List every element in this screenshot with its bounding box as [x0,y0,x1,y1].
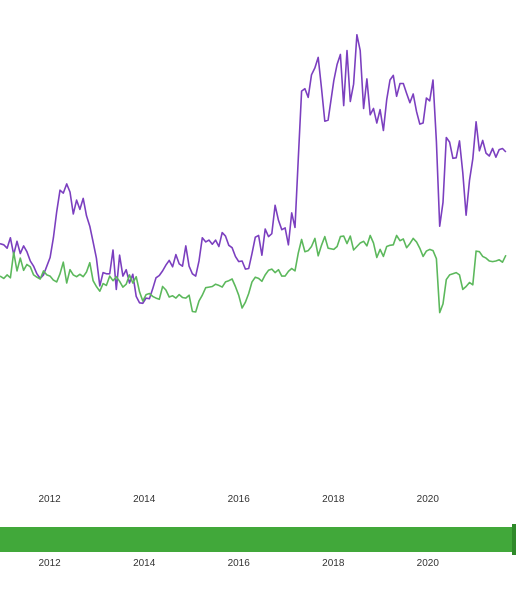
navigator-right-handle[interactable] [512,524,516,555]
x-tick-label: 2020 [417,558,440,569]
series-line-2 [0,234,507,314]
series-layer [0,34,507,314]
x-tick-label: 2012 [38,494,61,505]
navigator-bar[interactable] [0,527,512,552]
x-tick-label: 2014 [133,494,156,505]
x-tick-label: 2020 [417,494,440,505]
x-tick-label: 2018 [322,558,345,569]
x-axis: 2012 2014 2016 2018 2020 [38,494,439,505]
navigator-x-axis: 2012 2014 2016 2018 2020 [38,558,439,569]
x-tick-label: 2012 [38,558,61,569]
series-line-1 [0,34,507,305]
x-tick-label: 2018 [322,494,345,505]
x-tick-label: 2014 [133,558,156,569]
x-tick-label: 2016 [228,558,251,569]
x-tick-label: 2016 [228,494,251,505]
